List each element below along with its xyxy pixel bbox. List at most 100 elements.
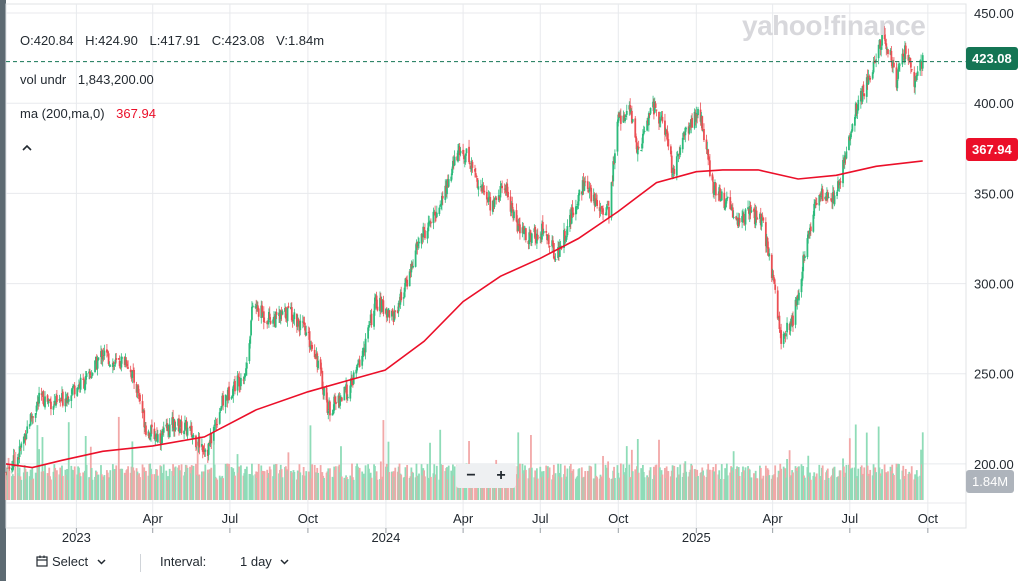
- candle-body: [670, 155, 673, 173]
- candle-body: [109, 365, 112, 367]
- candle-body: [16, 457, 19, 467]
- candle-body: [617, 114, 620, 123]
- x-tick-label: Oct: [298, 511, 319, 526]
- candle-body: [89, 371, 91, 375]
- chevron-up-icon[interactable]: [22, 140, 32, 154]
- volume-bar: [459, 477, 462, 500]
- candle-body: [91, 372, 94, 376]
- candle-body: [600, 207, 603, 209]
- candle-body: [356, 364, 358, 371]
- candle-body: [588, 187, 591, 192]
- volume-bar: [186, 467, 189, 500]
- volume-bar: [406, 464, 409, 500]
- candle-body: [420, 233, 423, 244]
- candle-body: [183, 430, 185, 435]
- volume-bar: [376, 479, 379, 500]
- x-tick-label: Oct: [608, 511, 629, 526]
- candle-body: [100, 350, 103, 359]
- ma-line: [5, 160, 923, 469]
- date-select-button[interactable]: Select: [36, 554, 106, 569]
- volume-bar: [251, 475, 254, 500]
- volume-bar: [429, 476, 432, 500]
- price-chart[interactable]: 450.00 400.00 350.00 300.00 250.00 200.00 2023…: [0, 0, 1024, 548]
- candle-body: [434, 211, 437, 216]
- candle-body: [773, 278, 776, 285]
- candle-body: [148, 433, 151, 439]
- candle-body: [107, 353, 110, 365]
- left-edge-strip: [0, 0, 6, 581]
- candle-body: [245, 368, 247, 375]
- candle-body: [618, 113, 621, 118]
- zoom-in-button[interactable]: +: [496, 467, 506, 484]
- candle-body: [240, 377, 242, 387]
- candle-body: [869, 77, 872, 80]
- candle-body: [232, 386, 235, 397]
- candle-body: [701, 116, 704, 131]
- volume-bar: [8, 470, 11, 500]
- candle-body: [115, 358, 118, 360]
- candle-body: [47, 399, 50, 404]
- candle-body: [848, 136, 850, 150]
- candle-body: [120, 356, 123, 368]
- candle-body: [815, 202, 818, 205]
- candle-body: [909, 62, 912, 68]
- volume-bar: [145, 470, 147, 500]
- volume-bar: [156, 475, 159, 500]
- candle-body: [820, 195, 822, 197]
- volume-bar: [329, 468, 331, 500]
- candle-body: [390, 310, 393, 317]
- candle-body: [802, 255, 805, 272]
- candle-body: [916, 71, 919, 76]
- candle-body: [117, 358, 120, 360]
- candle-body: [468, 146, 470, 163]
- volume-study-label: vol undr: [20, 72, 67, 87]
- zoom-out-button[interactable]: −: [466, 467, 476, 484]
- volume-bar: [863, 467, 866, 500]
- candle-body: [362, 348, 365, 350]
- interval-dropdown[interactable]: 1 day: [240, 554, 289, 569]
- candle-body: [309, 345, 312, 349]
- candle-body: [655, 109, 658, 111]
- candle-body: [641, 133, 644, 144]
- volume-study-legend[interactable]: vol undr 1,843,200.00: [20, 72, 162, 87]
- candle-body: [375, 295, 378, 309]
- candle-body: [865, 77, 868, 97]
- volume-bar: [127, 466, 130, 500]
- candle-body: [766, 237, 769, 249]
- volume-bar: [673, 465, 676, 500]
- open-value: O:420.84: [20, 33, 74, 48]
- candle-body: [402, 297, 405, 299]
- candle-body: [849, 133, 852, 139]
- candle-body: [685, 128, 688, 130]
- x-tick-label: 2024: [371, 530, 400, 545]
- volume-bar: [893, 474, 895, 500]
- ma-study-legend[interactable]: ma (200,ma,0) 367.94: [20, 106, 164, 121]
- volume-bar: [180, 464, 183, 500]
- candle-body: [601, 206, 604, 208]
- candle-body: [374, 297, 376, 310]
- candle-body: [742, 213, 745, 223]
- candle-body: [228, 386, 230, 400]
- candle-body: [291, 319, 294, 322]
- candle-body: [406, 279, 409, 287]
- candle-body: [509, 196, 512, 212]
- candle-body: [339, 398, 342, 406]
- candle-body: [263, 321, 266, 323]
- candle-body: [511, 202, 514, 209]
- candle-body: [90, 376, 93, 378]
- candle-body: [921, 55, 924, 69]
- candle-body: [475, 175, 478, 177]
- candle-body: [914, 77, 917, 88]
- candle-body: [559, 245, 562, 247]
- volume-bar: [572, 469, 575, 500]
- volume-bar: [97, 474, 100, 500]
- volume-bar: [803, 477, 806, 500]
- low-value: L:417.91: [149, 33, 201, 48]
- candle-body: [284, 306, 287, 319]
- volume-bar: [756, 478, 759, 500]
- candle-body: [664, 120, 666, 135]
- candle-body: [594, 198, 597, 207]
- candle-body: [408, 271, 411, 287]
- candle-body: [482, 186, 485, 192]
- candle-body: [719, 188, 721, 202]
